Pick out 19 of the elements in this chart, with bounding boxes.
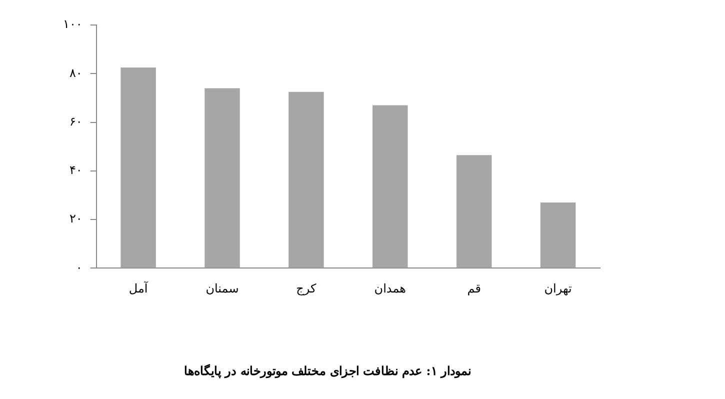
bar — [372, 105, 408, 268]
bar — [288, 92, 324, 268]
y-tick-label: ۸۰ — [69, 66, 82, 80]
bar — [456, 155, 492, 268]
y-tick-label: ۱۰۰ — [62, 17, 82, 32]
y-tick-label: ۲۰ — [69, 212, 82, 226]
x-tick-label: کرج — [296, 282, 317, 296]
y-tick-label: ۴۰ — [69, 163, 82, 178]
text: نمودار ۱: عدم نظافت اجزای مختلف موتورخانه در پایگاه‌ها — [184, 362, 471, 379]
x-tick-label: آمل — [128, 280, 148, 296]
x-tick-label: قم — [467, 282, 481, 296]
bar — [204, 88, 240, 268]
x-tick-label: سمنان — [206, 282, 239, 296]
bar — [120, 68, 156, 268]
x-tick-label: همدان — [374, 282, 406, 296]
bar — [540, 202, 576, 268]
y-tick-label: ۶۰ — [69, 114, 82, 128]
y-tick-label: ۰ — [76, 260, 82, 274]
x-tick-label: تهران — [544, 282, 572, 296]
